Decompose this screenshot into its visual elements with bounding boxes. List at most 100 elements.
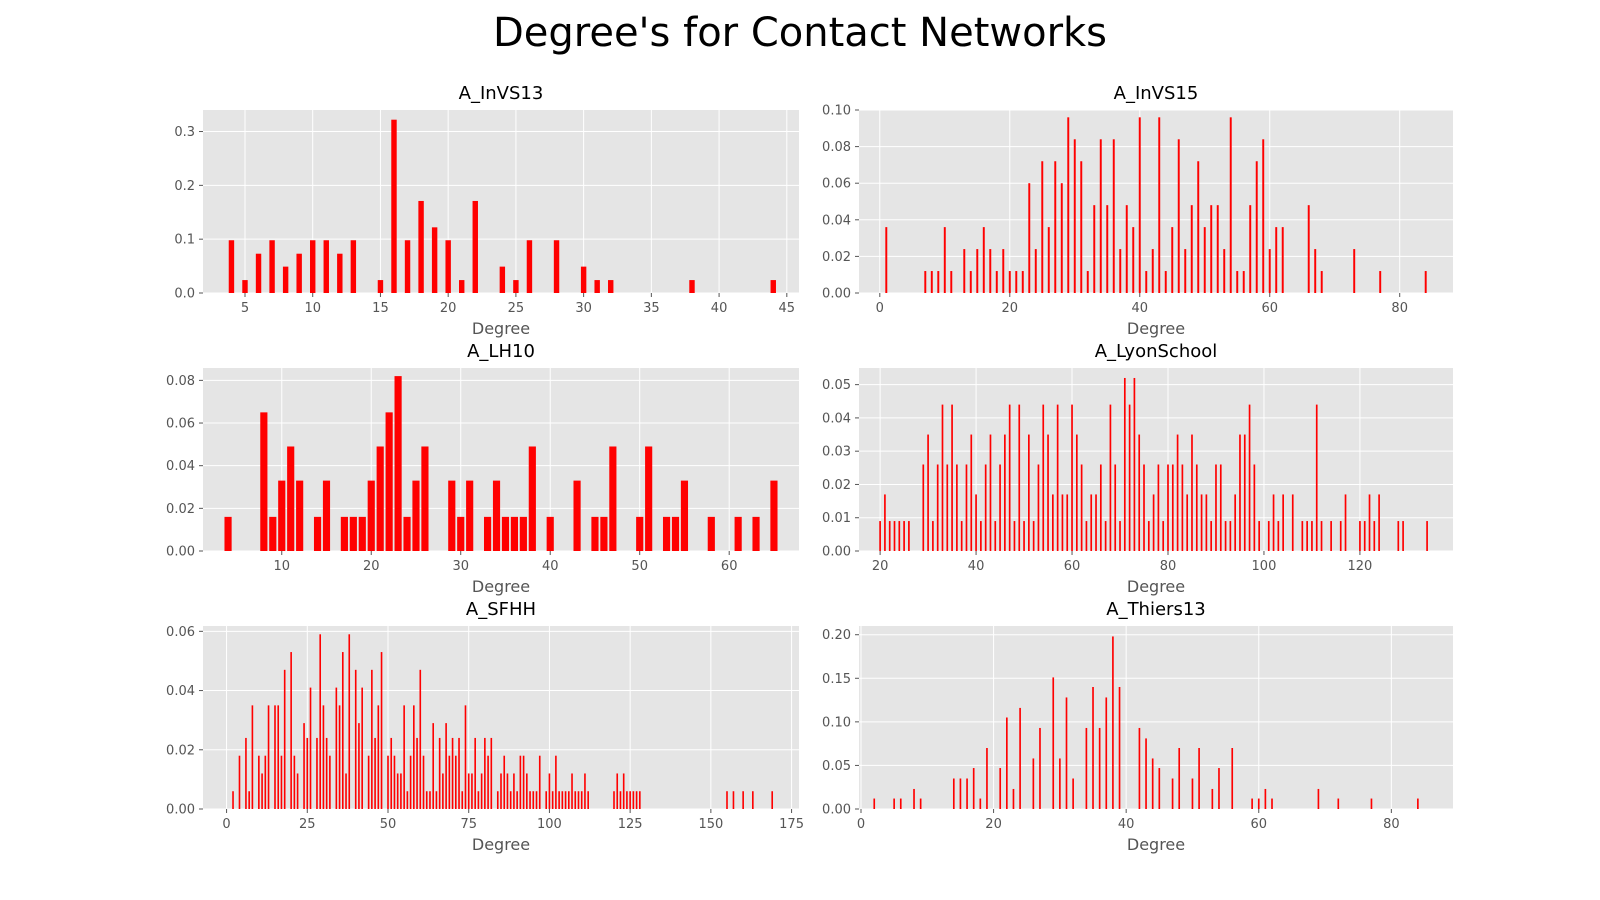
bar bbox=[400, 773, 402, 809]
bar bbox=[1281, 227, 1284, 293]
subplot-title: A_InVS15 bbox=[1114, 83, 1199, 104]
bar bbox=[1243, 434, 1246, 551]
bar bbox=[1047, 227, 1050, 293]
bar bbox=[393, 755, 396, 809]
bar bbox=[323, 240, 329, 293]
subplot-3: 20 40 60 80 100 120 0.00 0.01 0.02 0.03 0.04 0.05 A_… bbox=[822, 341, 1453, 596]
x-tick-label: 50 bbox=[380, 817, 397, 832]
bar bbox=[546, 516, 554, 551]
y-tick-label: 0.02 bbox=[166, 502, 195, 517]
bar bbox=[548, 773, 551, 809]
subplot-title: A_LyonSchool bbox=[1095, 341, 1218, 362]
bar bbox=[609, 446, 617, 551]
bar bbox=[963, 249, 966, 293]
bar bbox=[459, 280, 465, 293]
bar bbox=[248, 791, 250, 809]
x-axis-label: Degree bbox=[1127, 577, 1185, 596]
bar bbox=[1032, 758, 1035, 809]
bar bbox=[1066, 494, 1069, 551]
bar bbox=[480, 773, 483, 809]
bar bbox=[325, 737, 328, 809]
bar bbox=[742, 791, 744, 809]
bar bbox=[472, 200, 478, 293]
y-tick-label: 0.08 bbox=[822, 140, 851, 155]
y-tick-label: 0.00 bbox=[822, 545, 851, 560]
x-tick-label: 45 bbox=[779, 301, 796, 316]
bar bbox=[1181, 464, 1184, 551]
bar bbox=[1379, 271, 1382, 293]
bar bbox=[959, 778, 962, 809]
bar bbox=[1267, 521, 1270, 551]
subplot-1: 0 20 40 60 80 0.00 0.02 0.04 0.06 0.08 0.10 A_InVS1… bbox=[822, 83, 1453, 338]
bar bbox=[1216, 205, 1219, 293]
bar bbox=[467, 773, 470, 809]
bar bbox=[561, 791, 564, 809]
bar bbox=[519, 516, 527, 551]
bar bbox=[1191, 434, 1193, 551]
bar bbox=[1231, 748, 1234, 809]
bar bbox=[1098, 727, 1101, 809]
bar bbox=[513, 773, 515, 809]
x-axis-label: Degree bbox=[472, 835, 530, 854]
x-tick-label: 120 bbox=[1348, 559, 1373, 574]
bar bbox=[1006, 717, 1008, 809]
bar bbox=[999, 768, 1002, 809]
x-tick-label: 175 bbox=[779, 817, 804, 832]
bar bbox=[345, 773, 347, 809]
bar bbox=[752, 791, 754, 809]
bar bbox=[451, 737, 454, 809]
bar bbox=[1171, 464, 1174, 551]
bar bbox=[1138, 434, 1141, 551]
bar bbox=[513, 280, 519, 293]
bar bbox=[645, 446, 653, 551]
x-tick-label: 0 bbox=[857, 817, 865, 832]
x-tick-label: 40 bbox=[1131, 301, 1148, 316]
bar bbox=[454, 755, 457, 809]
x-tick-label: 25 bbox=[299, 817, 316, 832]
bar bbox=[951, 404, 953, 551]
y-tick-label: 0.0 bbox=[174, 287, 195, 302]
bar bbox=[1315, 404, 1318, 551]
bar bbox=[306, 737, 309, 809]
bar bbox=[1203, 227, 1206, 293]
bar bbox=[558, 791, 560, 809]
bar bbox=[671, 516, 680, 551]
bar bbox=[970, 434, 973, 551]
bar bbox=[734, 516, 742, 551]
bar bbox=[752, 516, 760, 551]
bar bbox=[319, 634, 322, 809]
bar bbox=[224, 516, 232, 551]
bar bbox=[979, 798, 982, 809]
bar bbox=[577, 791, 580, 809]
bar bbox=[1306, 521, 1308, 551]
bar bbox=[501, 516, 510, 551]
bar bbox=[545, 791, 548, 809]
bar bbox=[1359, 521, 1361, 551]
bar bbox=[322, 480, 331, 551]
bar bbox=[260, 412, 268, 551]
bar bbox=[1178, 748, 1181, 809]
plot-area bbox=[859, 368, 1453, 551]
bar bbox=[580, 791, 583, 809]
bar bbox=[622, 773, 625, 809]
x-tick-label: 75 bbox=[460, 817, 477, 832]
bar bbox=[422, 755, 425, 809]
bar bbox=[500, 773, 502, 809]
bar bbox=[689, 280, 695, 293]
bar bbox=[1065, 697, 1068, 809]
bar bbox=[287, 446, 295, 551]
bar bbox=[412, 480, 420, 551]
bar bbox=[1093, 205, 1096, 293]
bar bbox=[899, 798, 902, 809]
y-tick-label: 0.04 bbox=[822, 213, 851, 228]
bar bbox=[1015, 271, 1018, 293]
subplot-2: 10 20 30 40 50 60 0.00 0.02 0.04 0.06 0.08 A_LH10 De… bbox=[166, 341, 799, 596]
bar bbox=[771, 791, 774, 809]
bar bbox=[1424, 271, 1427, 293]
bar bbox=[1167, 464, 1169, 551]
bar bbox=[1229, 521, 1232, 551]
bar bbox=[483, 516, 492, 551]
bar bbox=[296, 480, 304, 551]
bar bbox=[377, 705, 380, 809]
bar bbox=[290, 652, 292, 809]
